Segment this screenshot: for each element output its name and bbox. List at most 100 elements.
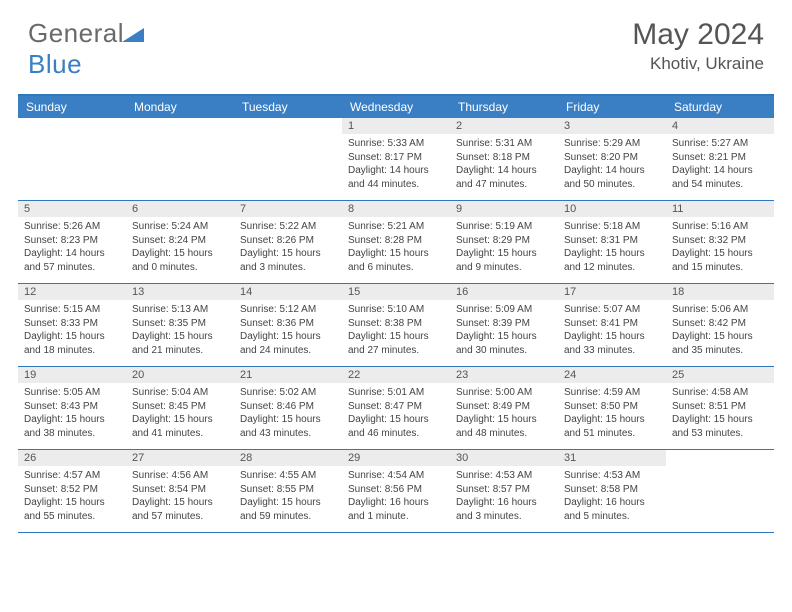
- day-cell: 30Sunrise: 4:53 AMSunset: 8:57 PMDayligh…: [450, 450, 558, 532]
- weekday-label: Saturday: [666, 96, 774, 118]
- day-info: Sunrise: 4:56 AMSunset: 8:54 PMDaylight:…: [126, 466, 234, 527]
- day-info: Sunrise: 5:07 AMSunset: 8:41 PMDaylight:…: [558, 300, 666, 361]
- brand-text: GeneralBlue: [28, 18, 146, 80]
- location: Khotiv, Ukraine: [632, 54, 764, 74]
- day-cell: 19Sunrise: 5:05 AMSunset: 8:43 PMDayligh…: [18, 367, 126, 449]
- week-row: 19Sunrise: 5:05 AMSunset: 8:43 PMDayligh…: [18, 367, 774, 450]
- weekday-label: Friday: [558, 96, 666, 118]
- day-info: Sunrise: 4:53 AMSunset: 8:57 PMDaylight:…: [450, 466, 558, 527]
- day-number: 15: [342, 284, 450, 300]
- day-info: Sunrise: 5:22 AMSunset: 8:26 PMDaylight:…: [234, 217, 342, 278]
- day-number: 12: [18, 284, 126, 300]
- day-cell: 6Sunrise: 5:24 AMSunset: 8:24 PMDaylight…: [126, 201, 234, 283]
- day-info: Sunrise: 4:54 AMSunset: 8:56 PMDaylight:…: [342, 466, 450, 527]
- day-cell: 7Sunrise: 5:22 AMSunset: 8:26 PMDaylight…: [234, 201, 342, 283]
- day-info: Sunrise: 5:21 AMSunset: 8:28 PMDaylight:…: [342, 217, 450, 278]
- week-row: 26Sunrise: 4:57 AMSunset: 8:52 PMDayligh…: [18, 450, 774, 533]
- day-info: Sunrise: 4:58 AMSunset: 8:51 PMDaylight:…: [666, 383, 774, 444]
- day-cell: 8Sunrise: 5:21 AMSunset: 8:28 PMDaylight…: [342, 201, 450, 283]
- day-info: Sunrise: 4:55 AMSunset: 8:55 PMDaylight:…: [234, 466, 342, 527]
- brand-part2: Blue: [28, 49, 82, 79]
- day-cell: 28Sunrise: 4:55 AMSunset: 8:55 PMDayligh…: [234, 450, 342, 532]
- day-cell: 9Sunrise: 5:19 AMSunset: 8:29 PMDaylight…: [450, 201, 558, 283]
- title-block: May 2024 Khotiv, Ukraine: [632, 18, 764, 74]
- brand-part1: General: [28, 18, 124, 48]
- day-number: 13: [126, 284, 234, 300]
- day-cell: 3Sunrise: 5:29 AMSunset: 8:20 PMDaylight…: [558, 118, 666, 200]
- day-info: Sunrise: 5:15 AMSunset: 8:33 PMDaylight:…: [18, 300, 126, 361]
- month-title: May 2024: [632, 18, 764, 52]
- day-info: Sunrise: 5:05 AMSunset: 8:43 PMDaylight:…: [18, 383, 126, 444]
- weekday-label: Sunday: [18, 96, 126, 118]
- day-number: 8: [342, 201, 450, 217]
- day-cell: 26Sunrise: 4:57 AMSunset: 8:52 PMDayligh…: [18, 450, 126, 532]
- day-cell: 20Sunrise: 5:04 AMSunset: 8:45 PMDayligh…: [126, 367, 234, 449]
- day-info: Sunrise: 5:33 AMSunset: 8:17 PMDaylight:…: [342, 134, 450, 195]
- day-info: Sunrise: 5:27 AMSunset: 8:21 PMDaylight:…: [666, 134, 774, 195]
- day-number: 7: [234, 201, 342, 217]
- day-number: 1: [342, 118, 450, 134]
- day-number: 4: [666, 118, 774, 134]
- day-info: Sunrise: 5:00 AMSunset: 8:49 PMDaylight:…: [450, 383, 558, 444]
- day-info: Sunrise: 5:01 AMSunset: 8:47 PMDaylight:…: [342, 383, 450, 444]
- day-info: Sunrise: 5:09 AMSunset: 8:39 PMDaylight:…: [450, 300, 558, 361]
- day-info: Sunrise: 4:59 AMSunset: 8:50 PMDaylight:…: [558, 383, 666, 444]
- day-number: 26: [18, 450, 126, 466]
- day-cell: 23Sunrise: 5:00 AMSunset: 8:49 PMDayligh…: [450, 367, 558, 449]
- day-number: 27: [126, 450, 234, 466]
- day-number: 3: [558, 118, 666, 134]
- day-info: Sunrise: 5:06 AMSunset: 8:42 PMDaylight:…: [666, 300, 774, 361]
- day-cell: 13Sunrise: 5:13 AMSunset: 8:35 PMDayligh…: [126, 284, 234, 366]
- day-cell: 31Sunrise: 4:53 AMSunset: 8:58 PMDayligh…: [558, 450, 666, 532]
- day-number: 21: [234, 367, 342, 383]
- day-number: 22: [342, 367, 450, 383]
- day-number: 28: [234, 450, 342, 466]
- day-cell: 24Sunrise: 4:59 AMSunset: 8:50 PMDayligh…: [558, 367, 666, 449]
- day-info: Sunrise: 5:19 AMSunset: 8:29 PMDaylight:…: [450, 217, 558, 278]
- day-number: 24: [558, 367, 666, 383]
- day-cell: 17Sunrise: 5:07 AMSunset: 8:41 PMDayligh…: [558, 284, 666, 366]
- day-info: Sunrise: 5:12 AMSunset: 8:36 PMDaylight:…: [234, 300, 342, 361]
- day-info: Sunrise: 5:13 AMSunset: 8:35 PMDaylight:…: [126, 300, 234, 361]
- weekday-label: Thursday: [450, 96, 558, 118]
- day-cell: 14Sunrise: 5:12 AMSunset: 8:36 PMDayligh…: [234, 284, 342, 366]
- day-cell: 4Sunrise: 5:27 AMSunset: 8:21 PMDaylight…: [666, 118, 774, 200]
- day-number: 31: [558, 450, 666, 466]
- calendar: SundayMondayTuesdayWednesdayThursdayFrid…: [18, 94, 774, 533]
- day-cell: 5Sunrise: 5:26 AMSunset: 8:23 PMDaylight…: [18, 201, 126, 283]
- day-number: 29: [342, 450, 450, 466]
- day-info: Sunrise: 5:31 AMSunset: 8:18 PMDaylight:…: [450, 134, 558, 195]
- day-cell: 27Sunrise: 4:56 AMSunset: 8:54 PMDayligh…: [126, 450, 234, 532]
- day-info: Sunrise: 4:53 AMSunset: 8:58 PMDaylight:…: [558, 466, 666, 527]
- logo-triangle-icon: [124, 18, 146, 48]
- week-row: . . . 1Sunrise: 5:33 AMSunset: 8:17 PMDa…: [18, 118, 774, 201]
- day-cell: 1Sunrise: 5:33 AMSunset: 8:17 PMDaylight…: [342, 118, 450, 200]
- day-info: Sunrise: 5:16 AMSunset: 8:32 PMDaylight:…: [666, 217, 774, 278]
- weeks-container: . . . 1Sunrise: 5:33 AMSunset: 8:17 PMDa…: [18, 118, 774, 533]
- day-cell: 11Sunrise: 5:16 AMSunset: 8:32 PMDayligh…: [666, 201, 774, 283]
- day-info: Sunrise: 4:57 AMSunset: 8:52 PMDaylight:…: [18, 466, 126, 527]
- day-cell: 22Sunrise: 5:01 AMSunset: 8:47 PMDayligh…: [342, 367, 450, 449]
- day-cell: 2Sunrise: 5:31 AMSunset: 8:18 PMDaylight…: [450, 118, 558, 200]
- day-number: 10: [558, 201, 666, 217]
- day-number: 20: [126, 367, 234, 383]
- day-cell: 25Sunrise: 4:58 AMSunset: 8:51 PMDayligh…: [666, 367, 774, 449]
- day-info: Sunrise: 5:10 AMSunset: 8:38 PMDaylight:…: [342, 300, 450, 361]
- day-cell: 21Sunrise: 5:02 AMSunset: 8:46 PMDayligh…: [234, 367, 342, 449]
- day-info: Sunrise: 5:18 AMSunset: 8:31 PMDaylight:…: [558, 217, 666, 278]
- day-number: 5: [18, 201, 126, 217]
- day-cell: 10Sunrise: 5:18 AMSunset: 8:31 PMDayligh…: [558, 201, 666, 283]
- day-number: 18: [666, 284, 774, 300]
- day-number: 11: [666, 201, 774, 217]
- week-row: 12Sunrise: 5:15 AMSunset: 8:33 PMDayligh…: [18, 284, 774, 367]
- weekday-label: Tuesday: [234, 96, 342, 118]
- day-info: Sunrise: 5:02 AMSunset: 8:46 PMDaylight:…: [234, 383, 342, 444]
- day-number: 25: [666, 367, 774, 383]
- day-number: 9: [450, 201, 558, 217]
- weekday-header: SundayMondayTuesdayWednesdayThursdayFrid…: [18, 96, 774, 118]
- day-cell: 29Sunrise: 4:54 AMSunset: 8:56 PMDayligh…: [342, 450, 450, 532]
- day-number: 6: [126, 201, 234, 217]
- header: GeneralBlue May 2024 Khotiv, Ukraine: [0, 0, 792, 88]
- day-cell: .: [126, 118, 234, 200]
- day-number: 17: [558, 284, 666, 300]
